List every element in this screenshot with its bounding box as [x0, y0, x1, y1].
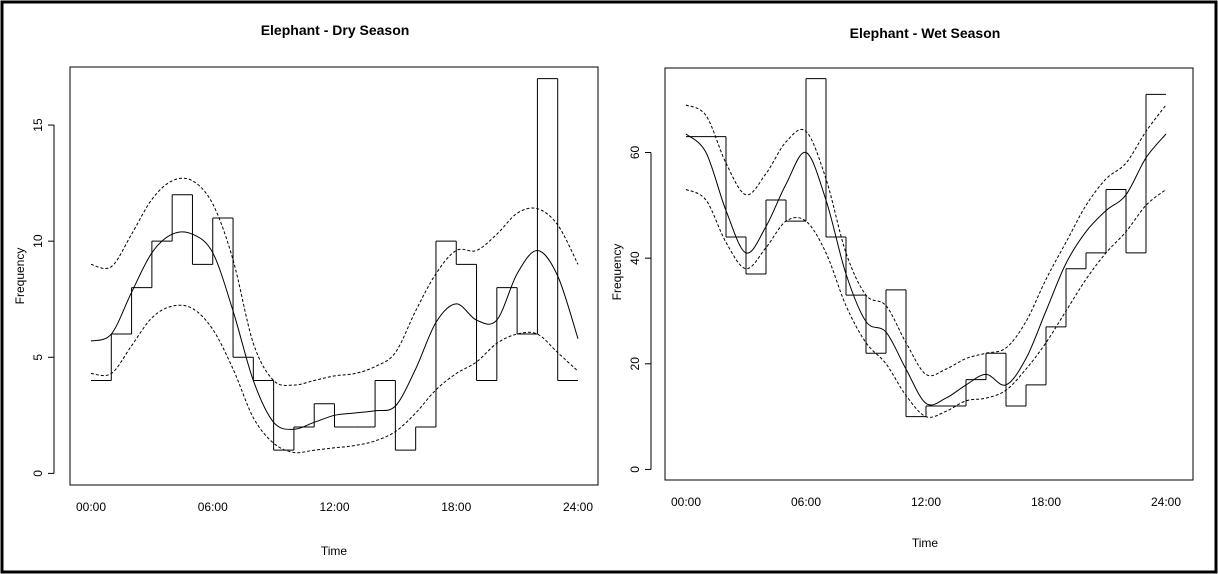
y-tick-label: 0 — [31, 470, 45, 477]
fitted-line — [90, 231, 579, 430]
chart-wet-season: Elephant - Wet Season Frequency Time 0 20… — [610, 25, 1194, 550]
x-ticks: 00:00 06:00 12:00 18:00 24:00 — [76, 500, 593, 514]
histogram-bin — [1066, 252, 1087, 270]
histogram-bin — [766, 199, 787, 222]
histogram-bin — [726, 236, 747, 274]
chart-dry-season: Elephant - Dry Season Frequency Time 0 5 1… — [13, 22, 599, 558]
histogram-bin — [806, 78, 827, 238]
histogram-bin — [233, 356, 254, 381]
histogram-bin — [253, 380, 275, 451]
histogram-bin — [1106, 188, 1127, 253]
histogram-bin — [456, 263, 478, 381]
histogram-bin — [906, 406, 927, 418]
histogram-bin — [517, 78, 538, 335]
histogram-bin — [273, 426, 295, 451]
chart-title: Elephant - Wet Season — [850, 25, 1001, 41]
histogram-bin — [746, 200, 767, 275]
x-tick-label: 06:00 — [198, 500, 228, 514]
y-tick-label: 5 — [31, 354, 45, 361]
histogram-bin — [926, 379, 967, 407]
histogram-bin — [966, 353, 987, 381]
histogram-bin — [415, 241, 437, 428]
histogram-bin — [886, 289, 907, 417]
histogram-bin — [91, 334, 112, 381]
y-ticks: 0 20 40 60 — [628, 146, 652, 473]
histogram-bin — [111, 287, 133, 335]
histogram-bin — [1026, 326, 1047, 386]
histogram-bin — [496, 287, 518, 335]
y-tick-label: 20 — [628, 357, 642, 371]
marks — [90, 78, 579, 454]
histogram-bin — [1126, 94, 1147, 254]
x-tick-label: 00:00 — [76, 500, 106, 514]
histogram-bin — [314, 403, 335, 427]
histogram-bin — [1086, 189, 1107, 254]
histogram-bin — [375, 380, 396, 451]
histogram-bin — [172, 194, 193, 265]
x-ticks: 00:00 06:00 12:00 18:00 24:00 — [671, 495, 1181, 509]
histogram-bin — [151, 194, 173, 242]
histogram-bin — [866, 289, 887, 354]
histogram-bin — [435, 240, 457, 265]
plot-area-box — [69, 66, 599, 486]
x-tick-label: 06:00 — [791, 495, 821, 509]
x-tick-label: 18:00 — [441, 500, 471, 514]
histogram-bin — [826, 236, 847, 296]
y-tick-label: 60 — [628, 146, 642, 160]
x-axis-title: Time — [912, 536, 939, 550]
histogram-bin — [986, 352, 1007, 407]
histogram-bin — [846, 294, 867, 354]
x-tick-label: 24:00 — [563, 500, 593, 514]
y-tick-label: 0 — [628, 466, 642, 473]
ci-upper-line — [90, 177, 579, 386]
ci-lower-line — [685, 189, 1167, 418]
y-tick-label: 40 — [628, 251, 642, 265]
histogram-bin — [476, 287, 498, 381]
histogram-bin — [212, 217, 234, 358]
histogram-bin — [395, 426, 417, 451]
ci-lower-line — [90, 304, 579, 454]
x-tick-label: 12:00 — [319, 500, 349, 514]
histogram-bin — [354, 380, 376, 428]
histogram-bin — [1046, 268, 1067, 328]
fitted-line — [685, 133, 1167, 406]
chart-title: Elephant - Dry Season — [261, 22, 410, 38]
histogram-bin — [131, 241, 153, 289]
x-tick-label: 00:00 — [671, 495, 701, 509]
y-axis-title: Frequency — [13, 248, 27, 305]
histogram-bin — [537, 78, 559, 381]
y-tick-label: 15 — [31, 118, 45, 132]
plot-area-box — [664, 67, 1194, 481]
histogram-bin — [1006, 384, 1027, 407]
x-tick-label: 24:00 — [1151, 495, 1181, 509]
x-tick-label: 12:00 — [911, 495, 941, 509]
histogram-bin — [786, 78, 807, 222]
x-tick-label: 18:00 — [1031, 495, 1061, 509]
y-axis-title: Frequency — [610, 244, 624, 301]
marks — [685, 78, 1167, 418]
y-ticks: 0 5 10 15 — [31, 118, 55, 477]
histogram-bin — [192, 217, 214, 265]
histogram-bin — [686, 136, 727, 238]
x-axis-title: Time — [321, 544, 348, 558]
y-tick-label: 10 — [31, 234, 45, 248]
